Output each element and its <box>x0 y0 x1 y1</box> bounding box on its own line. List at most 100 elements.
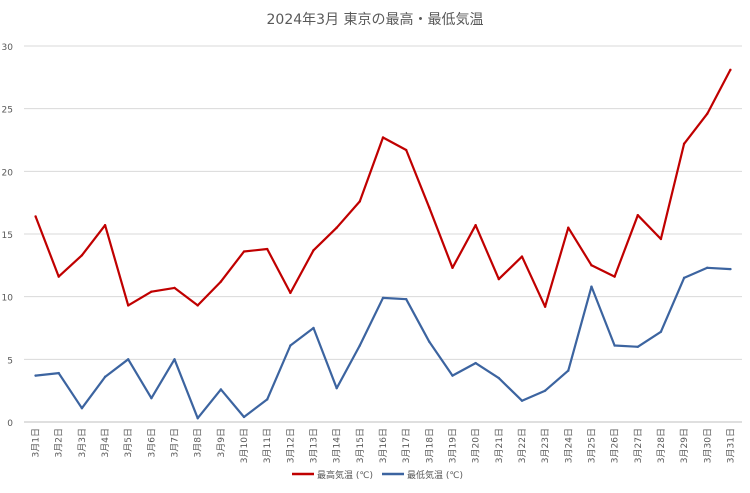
data-point <box>381 296 385 300</box>
data-point <box>312 326 315 330</box>
x-tick-label: 3月6日 <box>146 428 157 457</box>
y-tick-label: 10 <box>2 294 14 304</box>
x-tick-label: 3月4日 <box>100 428 111 457</box>
x-tick-label: 3月27日 <box>633 428 644 463</box>
x-tick-label: 3月26日 <box>610 428 621 463</box>
data-point <box>659 330 663 333</box>
data-point <box>335 226 338 229</box>
x-tick-label: 3月12日 <box>285 428 296 463</box>
x-tick-label: 3月21日 <box>494 428 505 463</box>
data-point <box>682 276 686 280</box>
x-tick-label: 3月8日 <box>193 428 204 457</box>
data-point <box>34 374 37 377</box>
legend-label: 最高気温 (℃) <box>317 469 373 481</box>
data-point <box>34 215 37 218</box>
x-tick-label: 3月22日 <box>517 428 528 463</box>
data-point <box>335 386 338 390</box>
data-point <box>636 345 639 348</box>
data-point <box>567 226 570 229</box>
x-tick-label: 3月13日 <box>309 428 320 463</box>
x-tick-label: 3月15日 <box>355 428 366 463</box>
data-point <box>103 375 107 379</box>
x-tick-label: 3月18日 <box>424 428 435 463</box>
data-point <box>729 267 732 271</box>
x-tick-label: 3月5日 <box>123 428 134 457</box>
data-point <box>381 136 385 139</box>
data-point <box>196 304 199 307</box>
data-point <box>265 247 269 251</box>
x-tick-label: 3月9日 <box>216 428 227 457</box>
data-point <box>659 237 663 241</box>
data-point <box>729 68 732 72</box>
chart-title: 2024年3月 東京の最高・最低気温 <box>267 11 484 28</box>
data-point <box>706 112 709 115</box>
data-point <box>543 305 547 308</box>
data-point <box>520 255 524 258</box>
x-tick-label: 3月16日 <box>378 428 389 463</box>
data-point <box>196 417 199 420</box>
x-tick-label: 3月29日 <box>679 428 690 463</box>
series-lines <box>34 68 732 420</box>
data-point <box>242 415 246 419</box>
series-line-max <box>34 69 732 308</box>
data-point <box>520 399 524 402</box>
data-point <box>57 275 60 278</box>
data-point <box>474 224 477 227</box>
data-point <box>706 266 709 270</box>
data-point <box>428 340 431 343</box>
data-point <box>590 285 593 288</box>
data-point <box>474 361 477 365</box>
x-tick-label: 3月28日 <box>656 428 667 463</box>
data-point <box>451 266 454 270</box>
data-point <box>242 250 246 253</box>
data-point <box>173 286 176 290</box>
data-point <box>80 407 84 410</box>
data-point <box>265 398 269 401</box>
data-point <box>127 358 130 361</box>
y-tick-label: 15 <box>2 231 13 241</box>
data-point <box>404 148 408 152</box>
series-line-min <box>35 266 731 420</box>
data-point <box>358 344 362 347</box>
data-point <box>497 376 501 380</box>
y-tick-label: 20 <box>2 168 14 178</box>
y-tick-label: 0 <box>7 419 13 429</box>
data-point <box>289 344 292 347</box>
x-tick-label: 3月31日 <box>725 428 736 463</box>
legend: 最高気温 (℃) 最低気温 (℃) <box>292 469 463 481</box>
x-tick-label: 3月20日 <box>471 428 482 463</box>
x-tick-label: 3月17日 <box>401 428 412 463</box>
data-point <box>57 371 60 375</box>
y-axis-ticks: 0 5 10 15 20 25 30 <box>2 43 14 429</box>
data-point <box>590 264 593 267</box>
x-tick-label: 3月3日 <box>77 428 88 457</box>
data-point <box>404 297 408 301</box>
data-point <box>358 200 362 203</box>
legend-label: 最低気温 (℃) <box>407 469 463 481</box>
data-point <box>127 304 130 307</box>
data-point <box>312 249 315 252</box>
x-axis-ticks: 3月1日 3月2日 3月3日 3月4日 3月5日 3月6日 3月7日 3月8日 3月9日 3月10… <box>31 428 737 463</box>
data-point <box>173 358 176 361</box>
x-tick-label: 3月7日 <box>170 428 181 457</box>
x-tick-label: 3月10日 <box>239 428 250 463</box>
x-tick-label: 3月14日 <box>332 428 343 463</box>
x-tick-label: 3月19日 <box>447 428 458 463</box>
data-point <box>289 291 292 295</box>
data-point <box>543 389 547 392</box>
y-tick-label: 30 <box>2 43 14 53</box>
data-point <box>219 280 223 283</box>
data-point <box>150 290 153 293</box>
x-tick-label: 3月2日 <box>54 428 65 457</box>
data-point <box>497 277 501 281</box>
data-point <box>451 374 454 377</box>
data-point <box>567 369 570 372</box>
y-tick-label: 25 <box>2 106 13 116</box>
data-point <box>682 142 686 145</box>
x-tick-label: 3月25日 <box>586 428 597 463</box>
data-point <box>80 254 84 257</box>
x-tick-label: 3月1日 <box>31 428 42 457</box>
data-point <box>613 275 616 278</box>
x-tick-label: 3月24日 <box>563 428 574 463</box>
